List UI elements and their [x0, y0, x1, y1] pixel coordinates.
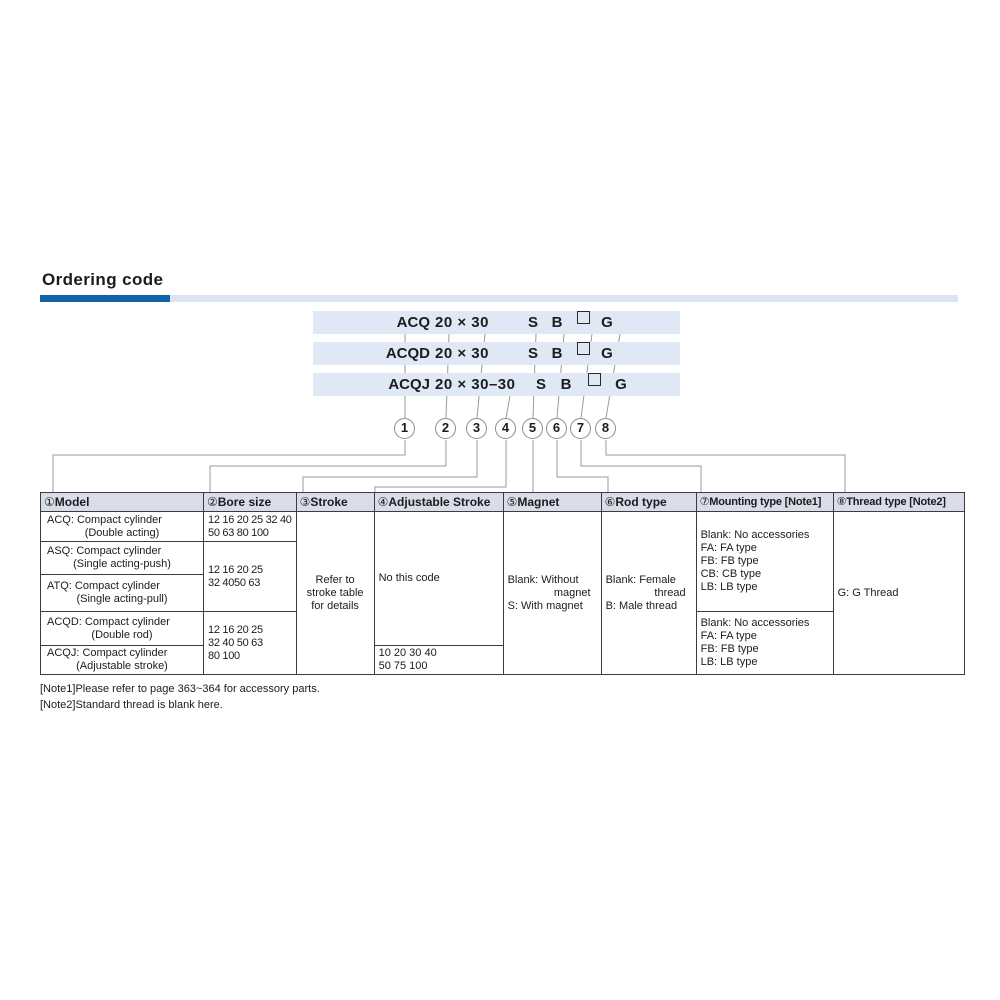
- col-header-model: ①Model: [40, 492, 204, 512]
- col-header-magnet: ⑤Magnet: [502, 492, 602, 512]
- code-size: 20 × 30–30: [435, 376, 516, 393]
- code-rod: B: [560, 376, 572, 393]
- code-magnet: S: [527, 345, 538, 362]
- model-cell-acqd: ACQD: Compact cylinder (Double rod): [40, 611, 204, 646]
- model-cell-acq: ACQ: Compact cylinder (Double acting): [40, 511, 204, 542]
- magnet-cell: Blank: Without magnet S: With magnet: [502, 511, 602, 675]
- model-cell-atq: ATQ: Compact cylinder (Single acting-pul…: [40, 574, 204, 612]
- stroke-cell: Refer to stroke table for details: [295, 511, 375, 675]
- note-2: [Note2]Standard thread is blank here.: [40, 699, 223, 711]
- bore-size-cell-acqd-acqj: 12 16 20 25 32 40 50 63 80 100: [203, 611, 297, 675]
- table-row: ACQD: Compact cylinder (Double rod) 12 1…: [40, 611, 965, 675]
- mounting-placeholder-box: [577, 342, 590, 355]
- col-header-mounting-type: ⑦Mounting type [Note1]: [695, 492, 834, 512]
- title-accent-bar-dark: [40, 295, 170, 302]
- code-row-acqj: ACQJ 20 × 30–30 S B G: [313, 373, 680, 396]
- callout-elbow-lines: [52, 440, 846, 492]
- callout-8: 8: [595, 418, 616, 439]
- code-model: ACQ: [396, 314, 430, 331]
- title-accent-bar-light: [170, 295, 958, 302]
- callout-5: 5: [522, 418, 543, 439]
- code-thread: G: [601, 345, 613, 362]
- ordering-table: ①Model ②Bore size ③Stroke ④Adjustable St…: [40, 492, 965, 675]
- callout-1: 1: [394, 418, 415, 439]
- mounting-placeholder-box: [588, 373, 601, 386]
- col-header-stroke: ③Stroke: [295, 492, 375, 512]
- mounting-type-cell-2: Blank: No accessories FA: FA type FB: FB…: [695, 611, 834, 675]
- code-row-acq: ACQ 20 × 30 S B G: [313, 311, 680, 334]
- code-size: 20 × 30: [435, 345, 489, 362]
- col-header-rod-type: ⑥Rod type: [600, 492, 697, 512]
- bore-size-cell-asq-atq: 12 16 20 25 32 4050 63: [203, 541, 297, 612]
- thread-type-cell: G: G Thread: [832, 511, 965, 675]
- mounting-type-cell-1: Blank: No accessories FA: FA type FB: FB…: [695, 511, 834, 612]
- table-row: ACQJ: Compact cylinder (Adjustable strok…: [40, 645, 965, 675]
- code-size: 20 × 30: [435, 314, 489, 331]
- callout-3: 3: [466, 418, 487, 439]
- code-thread: G: [615, 376, 627, 393]
- callout-7: 7: [570, 418, 591, 439]
- note-1: [Note1]Please refer to page 363~364 for …: [40, 683, 320, 695]
- model-cell-asq: ASQ: Compact cylinder (Single acting-pus…: [40, 541, 204, 575]
- page-title: Ordering code: [42, 270, 164, 289]
- bore-size-cell-acq: 12 16 20 25 32 40 50 63 80 100: [203, 511, 297, 542]
- model-cell-acqj: ACQJ: Compact cylinder (Adjustable strok…: [40, 645, 204, 675]
- adjustable-stroke-cell-none: No this code: [373, 511, 504, 646]
- footnotes: [Note1]Please refer to page 363~364 for …: [40, 681, 320, 713]
- code-thread: G: [601, 314, 613, 331]
- code-magnet: S: [527, 314, 538, 331]
- callout-4: 4: [495, 418, 516, 439]
- code-rod: B: [551, 345, 563, 362]
- adjustable-stroke-cell-acqj: 10 20 30 40 50 75 100: [373, 645, 504, 675]
- col-header-adjustable-stroke: ④Adjustable Stroke: [373, 492, 504, 512]
- table-row: ACQ: Compact cylinder (Double acting) 12…: [40, 511, 965, 675]
- rod-type-cell: Blank: Female thread B: Male thread: [600, 511, 697, 675]
- callout-6: 6: [546, 418, 567, 439]
- mounting-placeholder-box: [577, 311, 590, 324]
- callout-2: 2: [435, 418, 456, 439]
- table-row: ATQ: Compact cylinder (Single acting-pul…: [40, 574, 965, 612]
- code-model: ACQJ: [388, 376, 430, 393]
- code-row-acqd: ACQD 20 × 30 S B G: [313, 342, 680, 365]
- col-header-thread-type: ⑧Thread type [Note2]: [832, 492, 965, 512]
- code-magnet: S: [535, 376, 546, 393]
- col-header-bore-size: ②Bore size: [203, 492, 297, 512]
- table-row: ASQ: Compact cylinder (Single acting-pus…: [40, 541, 965, 612]
- code-rod: B: [551, 314, 563, 331]
- code-model: ACQD: [385, 345, 430, 362]
- table-header-row: ①Model ②Bore size ③Stroke ④Adjustable St…: [40, 492, 965, 512]
